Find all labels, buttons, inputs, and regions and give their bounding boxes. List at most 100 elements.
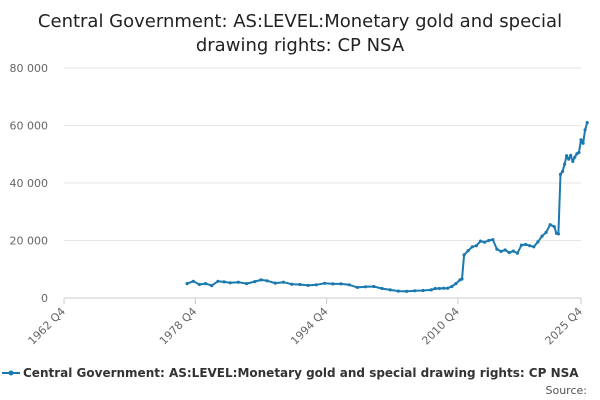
data-point[interactable] [552,225,556,229]
y-tick-label: 80 000 [10,62,49,75]
data-point[interactable] [197,282,201,287]
data-point[interactable] [478,239,483,243]
data-point[interactable] [491,238,495,242]
data-point[interactable] [454,282,458,286]
data-point[interactable] [540,234,544,238]
data-point[interactable] [544,230,548,234]
data-point[interactable] [579,138,583,142]
data-point[interactable] [560,169,565,174]
data-point[interactable] [569,153,573,157]
data-point[interactable] [470,245,474,249]
legend-marker-icon [8,370,14,376]
y-axis: 0 20 000 40 000 60 000 80 000 [10,62,49,305]
data-point[interactable] [347,283,351,287]
y-tick-label: 0 [41,292,48,305]
data-point[interactable] [433,286,437,291]
data-point[interactable] [298,282,302,287]
data-point[interactable] [577,150,581,155]
legend[interactable]: Central Government: AS:LEVEL:Monetary go… [2,366,579,380]
y-tick-label: 20 000 [10,235,49,248]
chart-title: Central Government: AS:LEVEL:Monetary go… [38,11,562,56]
x-axis: 1962 Q4 1978 Q4 1994 Q4 2010 Q4 2025 Q4 [26,297,586,348]
data-point[interactable] [565,154,569,158]
data-point[interactable] [273,281,277,285]
data-point[interactable] [380,286,384,291]
x-tick-label: 2025 Q4 [543,305,586,348]
data-point[interactable] [421,288,425,293]
x-tick-label: 1962 Q4 [26,305,69,348]
data-point[interactable] [265,279,269,283]
data-point[interactable] [499,249,503,253]
data-point[interactable] [355,285,359,289]
data-point[interactable] [460,277,464,281]
data-point[interactable] [236,280,240,284]
data-point[interactable] [185,282,189,286]
gridlines [64,67,581,241]
data-point[interactable] [210,284,214,288]
data-point[interactable] [339,282,343,286]
chart-title-line-1: Central Government: AS:LEVEL:Monetary go… [38,11,562,32]
data-point[interactable] [446,286,450,290]
data-point[interactable] [524,242,528,247]
data-point[interactable] [323,281,327,285]
data-point[interactable] [573,155,577,159]
x-tick-label: 2010 Q4 [419,305,462,348]
data-point[interactable] [571,159,575,163]
data-point[interactable] [563,162,567,166]
data-point[interactable] [204,282,208,286]
x-tick-label: 1978 Q4 [157,305,200,348]
data-point[interactable] [259,278,263,282]
data-point[interactable] [314,283,318,287]
data-point[interactable] [450,284,454,289]
data-point[interactable] [474,244,478,248]
data-point[interactable] [216,279,220,283]
data-point[interactable] [487,238,491,243]
data-point[interactable] [536,240,540,244]
data-point[interactable] [364,285,368,289]
data-point[interactable] [519,243,524,247]
data-point[interactable] [585,121,589,125]
data-point[interactable] [558,172,563,176]
data-point[interactable] [413,289,417,293]
legend-series-label[interactable]: Central Government: AS:LEVEL:Monetary go… [23,366,579,380]
data-point[interactable] [372,284,376,289]
series-line [186,121,589,293]
data-point[interactable] [331,282,335,286]
source-label: Source: [546,384,588,397]
data-point[interactable] [583,128,587,132]
data-point[interactable] [405,289,409,293]
y-tick-label: 40 000 [10,177,49,190]
data-point[interactable] [581,141,585,145]
data-point[interactable] [548,223,552,227]
data-point[interactable] [228,281,232,285]
data-point[interactable] [437,286,441,291]
data-point[interactable] [245,282,249,286]
data-point[interactable] [388,288,392,292]
data-point[interactable] [556,232,561,236]
data-point[interactable] [253,280,257,284]
data-point[interactable] [567,157,571,161]
data-point[interactable] [290,282,294,286]
data-point[interactable] [511,249,515,253]
x-tick-label: 1994 Q4 [288,305,331,348]
data-point[interactable] [306,283,310,287]
data-point[interactable] [191,279,195,283]
data-point[interactable] [429,288,433,292]
data-point[interactable] [441,286,446,290]
data-point[interactable] [396,289,400,293]
data-point[interactable] [466,249,470,253]
data-point[interactable] [483,240,487,244]
y-tick-label: 60 000 [10,120,49,133]
series-layer [185,121,589,293]
chart-title-line-2: drawing rights: CP NSA [196,35,405,56]
data-point[interactable] [528,244,532,248]
data-point[interactable] [515,251,520,255]
data-point[interactable] [507,251,511,255]
data-point[interactable] [222,280,226,284]
data-point[interactable] [532,245,536,249]
data-point[interactable] [281,280,286,284]
data-point[interactable] [495,247,499,251]
data-point[interactable] [462,253,466,257]
data-point[interactable] [503,248,507,252]
